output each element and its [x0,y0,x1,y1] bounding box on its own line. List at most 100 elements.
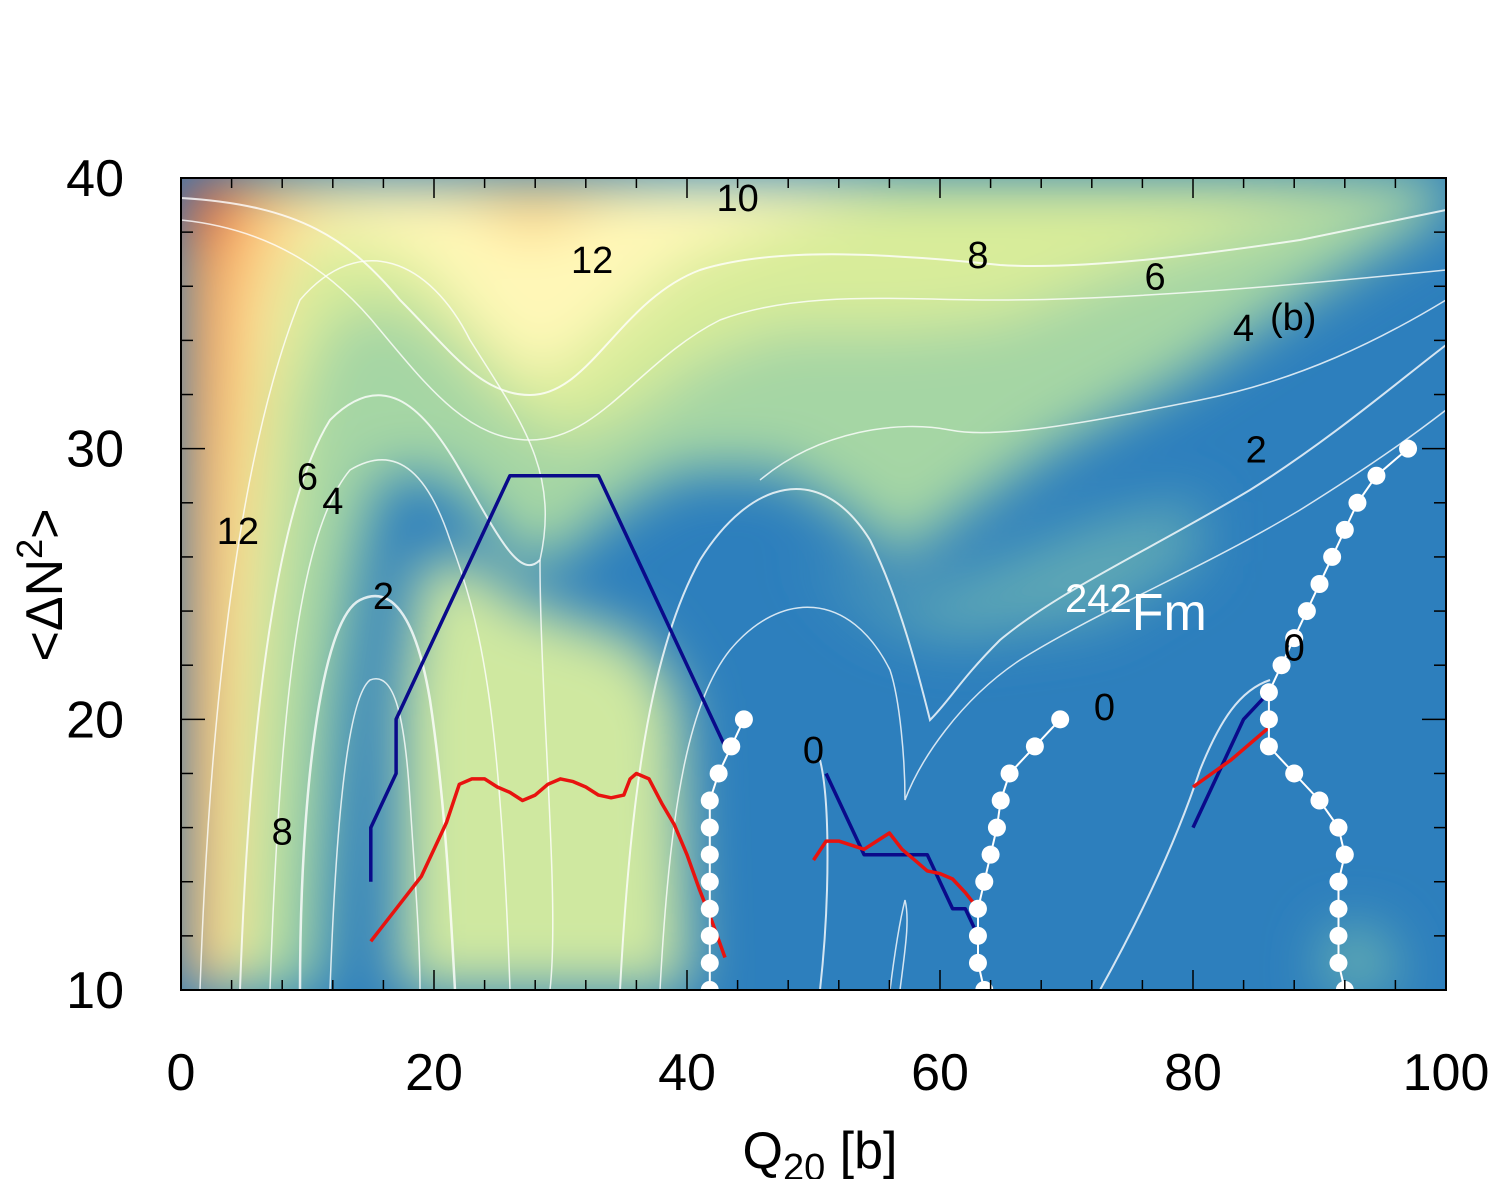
contour-line [181,219,1446,441]
contour-line [298,594,457,990]
white-dot-point [700,872,719,891]
contour-line [329,678,421,990]
contour-lines [181,197,1446,990]
white-dot-point [1259,683,1278,702]
white-dot-point [734,710,753,729]
x-tick-label: 20 [405,1044,463,1102]
y-tick-label: 30 [66,421,124,479]
white-dot-point [700,818,719,837]
x-tick-label: 40 [658,1044,716,1102]
white-dot-point [1335,520,1354,539]
white-dot-point [709,764,728,783]
contour-level-label: 4 [322,481,343,523]
contour-line [889,899,908,990]
white-dot-point [981,845,1000,864]
x-tick-label: 60 [911,1044,969,1102]
blue-series-line [1191,691,1271,829]
contour-level-label: 0 [1284,627,1305,669]
white-dot-point [968,899,987,918]
white-dot-point [1329,818,1348,837]
white-dot-point [1051,710,1070,729]
contour-line [759,299,1446,481]
white-dot-point [1000,764,1019,783]
y-axis-title-superscript: 2 [9,539,50,559]
contour-line [269,459,511,990]
contour-level-label: 8 [272,811,293,853]
white-dot-point [968,953,987,972]
white-dot-point [1329,926,1348,945]
x-axis-title-subscript: 20 [783,1147,825,1179]
red-series-line [369,771,727,959]
white-dot-point [1272,656,1291,675]
contour-line [659,409,1446,990]
white-dot-point [1329,899,1348,918]
white-dot-point [700,981,719,990]
white-dot-point [991,791,1010,810]
contour-line [619,344,1446,990]
x-axis-title: Q20 [b] [743,1122,898,1179]
contour-level-label: 6 [1144,256,1165,298]
nucleus-symbol: Fm [1132,584,1207,642]
white-dot-point [975,872,994,891]
contour-level-label: 8 [967,235,988,277]
contour-level-label: 2 [373,576,394,618]
contour-line [239,394,541,990]
white-dot-point [1285,629,1304,648]
y-tick-label: 40 [66,150,124,208]
white-dot-point [1259,710,1278,729]
y-tick-label: 20 [66,691,124,749]
white-dot-point [1348,493,1367,512]
white-dot-point [1323,547,1342,566]
white-dot-point [1367,466,1386,485]
y-axis-title-post: > [16,508,74,538]
x-tick-label: 0 [167,1044,196,1102]
red-series-line [812,831,980,910]
white-dot-point [1259,737,1278,756]
y-tick-label: 10 [66,962,124,1020]
white-dot-point [968,926,987,945]
white-dot-point [700,926,719,945]
contour-level-label: 12 [571,240,613,282]
white-dot-point [1335,845,1354,864]
white-dot-point [700,845,719,864]
contour-level-label: 0 [1094,687,1115,729]
white-dot-point [1310,575,1329,593]
white-dot-point [1310,791,1329,810]
x-axis-title-main: Q [743,1122,783,1179]
white-dot-point [1297,602,1316,621]
contour-line [181,197,1446,397]
white-dot-point [1285,764,1304,783]
white-dot-point [1025,737,1044,756]
contour-level-label: 2 [1246,430,1267,472]
contour-level-label: 4 [1233,308,1254,350]
contour-line [199,260,554,990]
white-dot-point [722,737,741,756]
blue-series-line [824,772,980,937]
nucleus-label: 242Fm [1065,577,1207,642]
contour-level-label: 0 [803,730,824,772]
heatmap-field [181,178,1446,990]
white-dot-point [700,953,719,972]
contour-level-label: 6 [297,457,318,499]
white-dot-point [975,981,994,990]
contour-line [819,679,1271,990]
x-axis-title-unit: [b] [825,1122,897,1179]
x-tick-label: 100 [1403,1044,1490,1102]
white-dot-point [1329,872,1348,891]
white-dot-point [1329,953,1348,972]
plot-frame [180,177,1447,991]
x-tick-label: 80 [1164,1044,1222,1102]
y-axis-title-pre: <ΔN [16,559,74,662]
contour-level-label: 12 [217,511,259,553]
white-dot-point [1399,439,1418,458]
white-dot-point [987,818,1006,837]
red-series-line [1191,726,1271,789]
white-dot-point [700,899,719,918]
y-axis-title: <ΔN2> [9,508,74,661]
nucleus-mass-number: 242 [1065,577,1132,621]
blue-series-line [369,473,727,882]
contour-level-label: 10 [716,178,758,220]
panel-label: (b) [1270,297,1316,339]
white-dot-point [700,791,719,810]
